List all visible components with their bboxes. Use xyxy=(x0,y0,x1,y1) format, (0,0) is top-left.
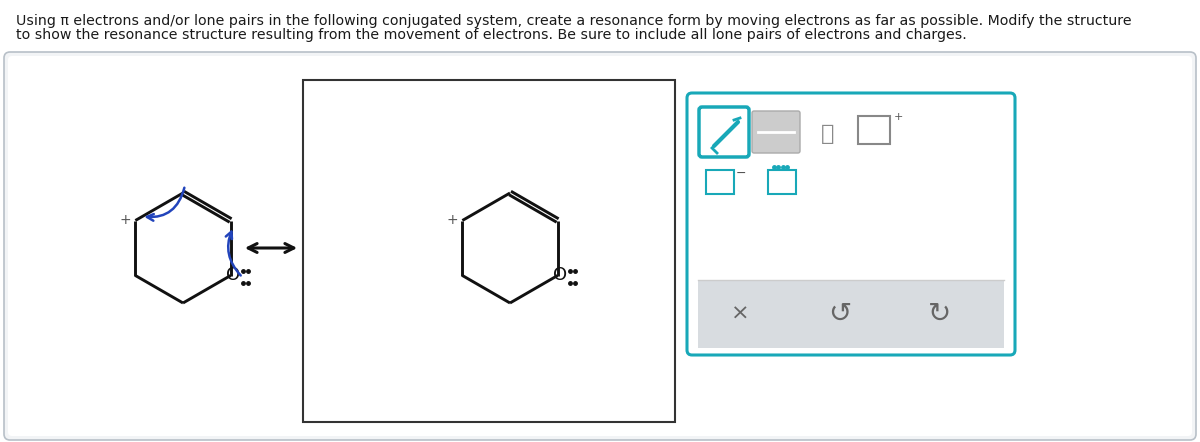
Text: O: O xyxy=(226,267,240,285)
Bar xyxy=(706,170,734,194)
Text: O: O xyxy=(552,267,566,285)
Text: ↺: ↺ xyxy=(828,300,852,328)
Text: ×: × xyxy=(731,304,749,324)
Text: +: + xyxy=(120,213,131,226)
Bar xyxy=(698,280,1004,348)
Bar xyxy=(302,80,674,422)
Text: ↻: ↻ xyxy=(929,300,952,328)
FancyBboxPatch shape xyxy=(686,93,1015,355)
Text: −: − xyxy=(736,167,746,180)
Text: +: + xyxy=(894,112,904,122)
FancyBboxPatch shape xyxy=(752,111,800,153)
Text: Using π electrons and/or lone pairs in the following conjugated system, create a: Using π electrons and/or lone pairs in t… xyxy=(16,14,1132,28)
Text: +: + xyxy=(446,213,458,226)
Text: to show the resonance structure resulting from the movement of electrons. Be sur: to show the resonance structure resultin… xyxy=(16,28,967,42)
Bar xyxy=(768,170,796,194)
FancyBboxPatch shape xyxy=(8,56,1192,436)
Bar xyxy=(858,116,890,144)
FancyBboxPatch shape xyxy=(698,107,749,157)
FancyBboxPatch shape xyxy=(4,52,1196,440)
Text: 🖐: 🖐 xyxy=(821,124,835,144)
